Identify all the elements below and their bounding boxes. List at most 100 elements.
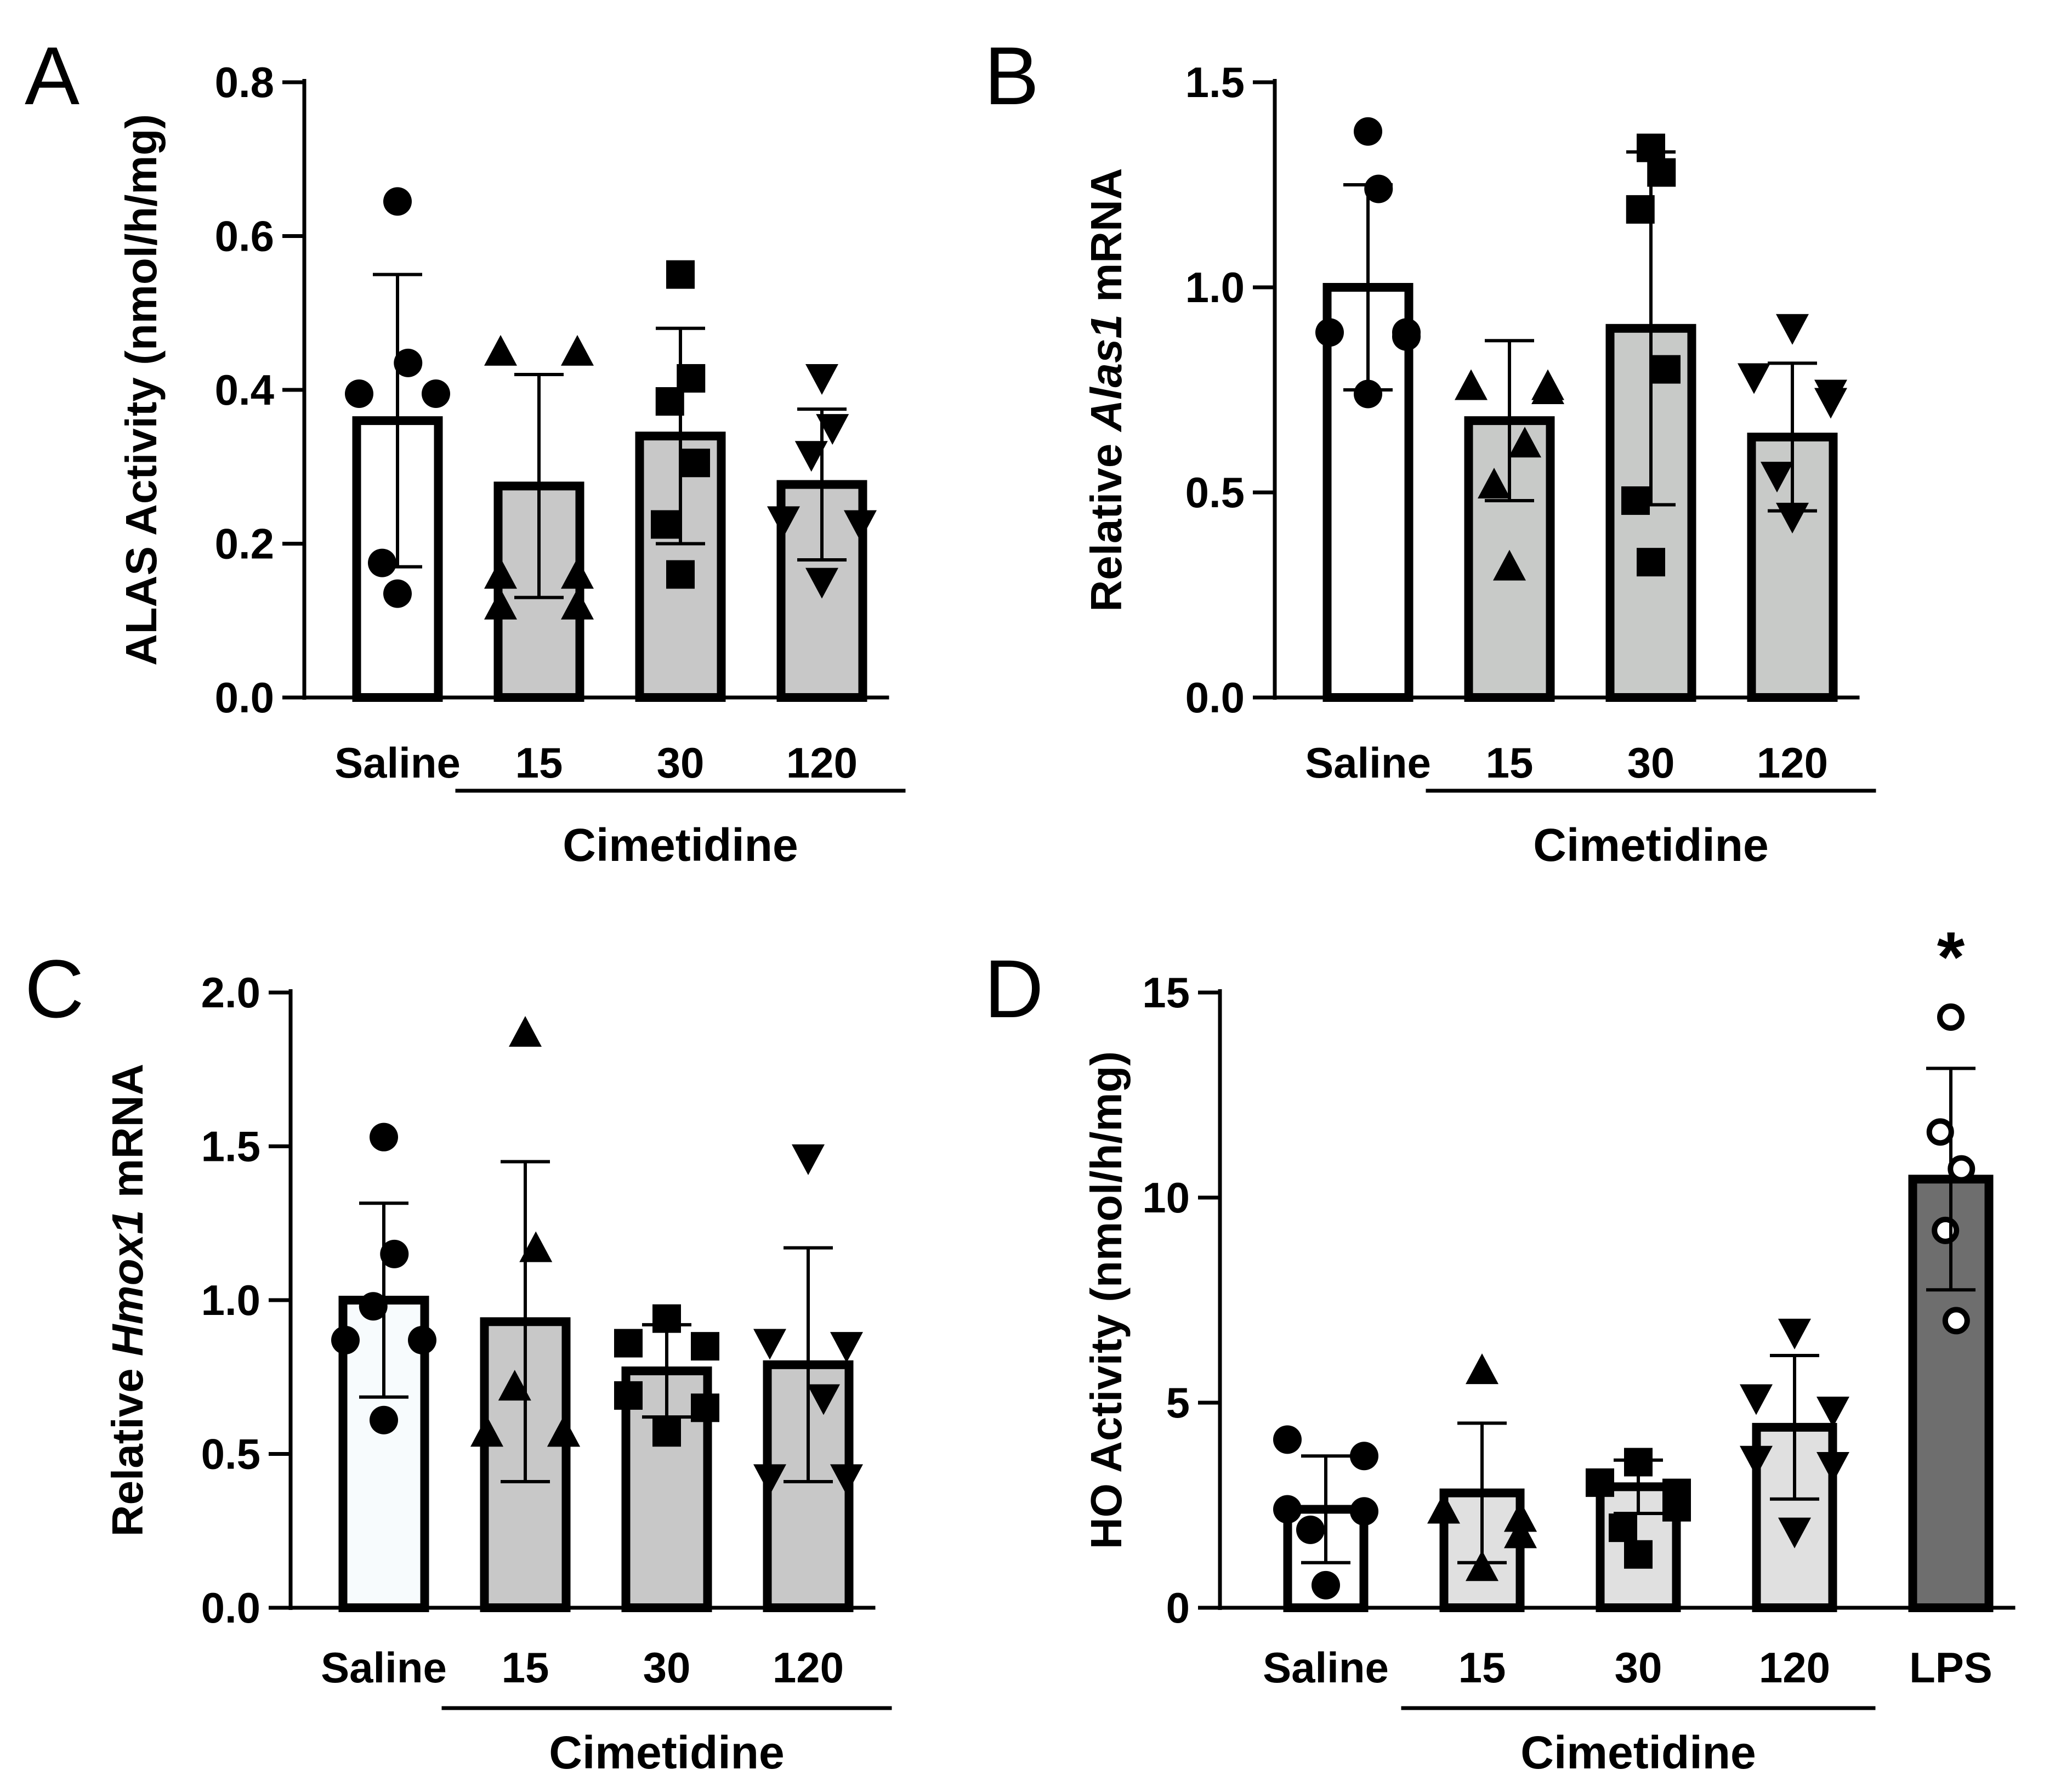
data-point <box>1392 322 1421 351</box>
x-tick-label: 120 <box>1759 1643 1830 1692</box>
y-tick-label: 1.0 <box>1185 263 1245 311</box>
data-point <box>805 568 838 599</box>
y-tick-label: 0.0 <box>215 673 274 722</box>
x-tick-label: 15 <box>1486 739 1534 787</box>
x-tick-label: 15 <box>515 739 563 787</box>
chart-panel-d: 0 5 10 15 Saline 15 30 120 LPS Cimetidine HO Activ… <box>1082 917 2016 1778</box>
data-point <box>1586 1468 1614 1497</box>
y-tick-label: 1.0 <box>201 1276 260 1324</box>
data-point <box>691 1332 719 1361</box>
data-point <box>682 449 710 478</box>
x-tick-label: 30 <box>643 1643 691 1692</box>
data-point <box>1942 1307 1970 1335</box>
data-point <box>1350 1442 1378 1471</box>
y-axis-label-part: Alas1 <box>1082 314 1131 432</box>
x-tick-label: 30 <box>1615 1643 1662 1692</box>
data-point <box>1609 1513 1637 1543</box>
data-point <box>484 558 517 589</box>
group-label: Cimetidine <box>549 1727 784 1778</box>
data-point <box>1926 1118 1954 1146</box>
data-point <box>1315 318 1344 347</box>
chart-panel-a: 0.0 0.2 0.4 0.6 0.8 Saline 15 30 120 Cimetidine AL… <box>117 58 906 871</box>
significance-marker: * <box>1937 917 1965 997</box>
group-label: Cimetidine <box>1520 1727 1756 1778</box>
data-point <box>1778 1318 1811 1349</box>
data-point <box>652 1418 681 1447</box>
data-point <box>651 510 679 539</box>
y-axis-label: Relative Alas1 mRNA <box>1082 168 1131 611</box>
data-point <box>1776 314 1809 345</box>
y-tick-label: 0.2 <box>215 520 274 568</box>
data-point <box>1531 373 1564 404</box>
y-tick-label: 1.5 <box>201 1122 260 1171</box>
data-point <box>470 1416 503 1447</box>
y-tick-label: 2.0 <box>201 968 260 1017</box>
data-point <box>368 548 396 577</box>
y-tick-label: 0.6 <box>215 212 274 260</box>
data-point <box>1354 379 1382 409</box>
group-label: Cimetidine <box>563 819 798 871</box>
x-tick-label: LPS <box>1909 1643 1992 1692</box>
panel-letter-d: D <box>984 943 1043 1035</box>
data-point <box>1814 388 1847 419</box>
y-axis-label-part: Hmox1 <box>103 1210 152 1356</box>
data-point <box>1932 1216 1960 1244</box>
data-point <box>1350 1497 1378 1526</box>
group-label: Cimetidine <box>1533 819 1768 871</box>
panel-letter-c: C <box>25 943 84 1035</box>
data-point <box>561 558 594 589</box>
data-point <box>370 1122 398 1152</box>
data-point <box>830 1332 863 1363</box>
data-point <box>547 1416 580 1447</box>
data-point <box>345 379 373 409</box>
data-point <box>753 1464 786 1495</box>
y-tick-label: 0 <box>1166 1584 1190 1632</box>
data-point <box>561 588 594 620</box>
x-tick-label: 15 <box>502 1643 549 1692</box>
y-tick-label: 15 <box>1142 968 1190 1017</box>
data-point <box>1508 427 1541 458</box>
y-tick-label: 0.0 <box>1185 673 1245 722</box>
data-point <box>1624 1540 1653 1569</box>
data-point <box>331 1325 360 1354</box>
data-point <box>1816 1451 1849 1483</box>
y-tick-label: 10 <box>1142 1173 1190 1222</box>
data-point <box>1364 174 1393 203</box>
y-tick-label: 0.8 <box>215 58 274 106</box>
data-point <box>1504 1501 1537 1532</box>
data-point <box>666 560 695 589</box>
x-tick-label: Saline <box>1263 1643 1389 1692</box>
data-point <box>383 187 412 216</box>
data-point <box>1455 369 1488 400</box>
data-point <box>498 1370 531 1401</box>
panel-letter-a: A <box>25 30 80 122</box>
data-point <box>1273 1425 1302 1454</box>
data-point <box>691 1393 719 1422</box>
data-point <box>1778 1517 1811 1549</box>
x-tick-label: 15 <box>1458 1643 1506 1692</box>
y-tick-label: 0.5 <box>1185 468 1245 517</box>
data-point <box>1740 1384 1773 1415</box>
data-point <box>408 1325 436 1354</box>
data-point <box>1466 1550 1498 1581</box>
y-tick-label: 1.5 <box>1185 58 1245 106</box>
data-point <box>1466 1353 1498 1385</box>
x-tick-label: 120 <box>773 1643 844 1692</box>
data-point <box>1637 548 1665 577</box>
data-point <box>767 506 800 537</box>
data-point <box>1816 1396 1849 1427</box>
data-point <box>1478 468 1511 499</box>
y-axis-label: HO Activity (nmol/h/mg) <box>1082 1051 1131 1549</box>
data-point <box>484 334 517 366</box>
y-tick-label: 5 <box>1166 1379 1190 1427</box>
y-axis-label-part: ALAS Activity (nmol/h/mg) <box>117 114 166 666</box>
y-tick-label: 0.4 <box>215 366 274 414</box>
data-point <box>753 1329 786 1360</box>
data-point <box>370 1405 398 1434</box>
data-point <box>380 1239 409 1268</box>
data-point <box>1738 363 1770 394</box>
x-tick-label: 30 <box>657 739 705 787</box>
data-point <box>1354 117 1382 146</box>
data-point <box>1273 1495 1302 1524</box>
data-point <box>614 1381 643 1410</box>
